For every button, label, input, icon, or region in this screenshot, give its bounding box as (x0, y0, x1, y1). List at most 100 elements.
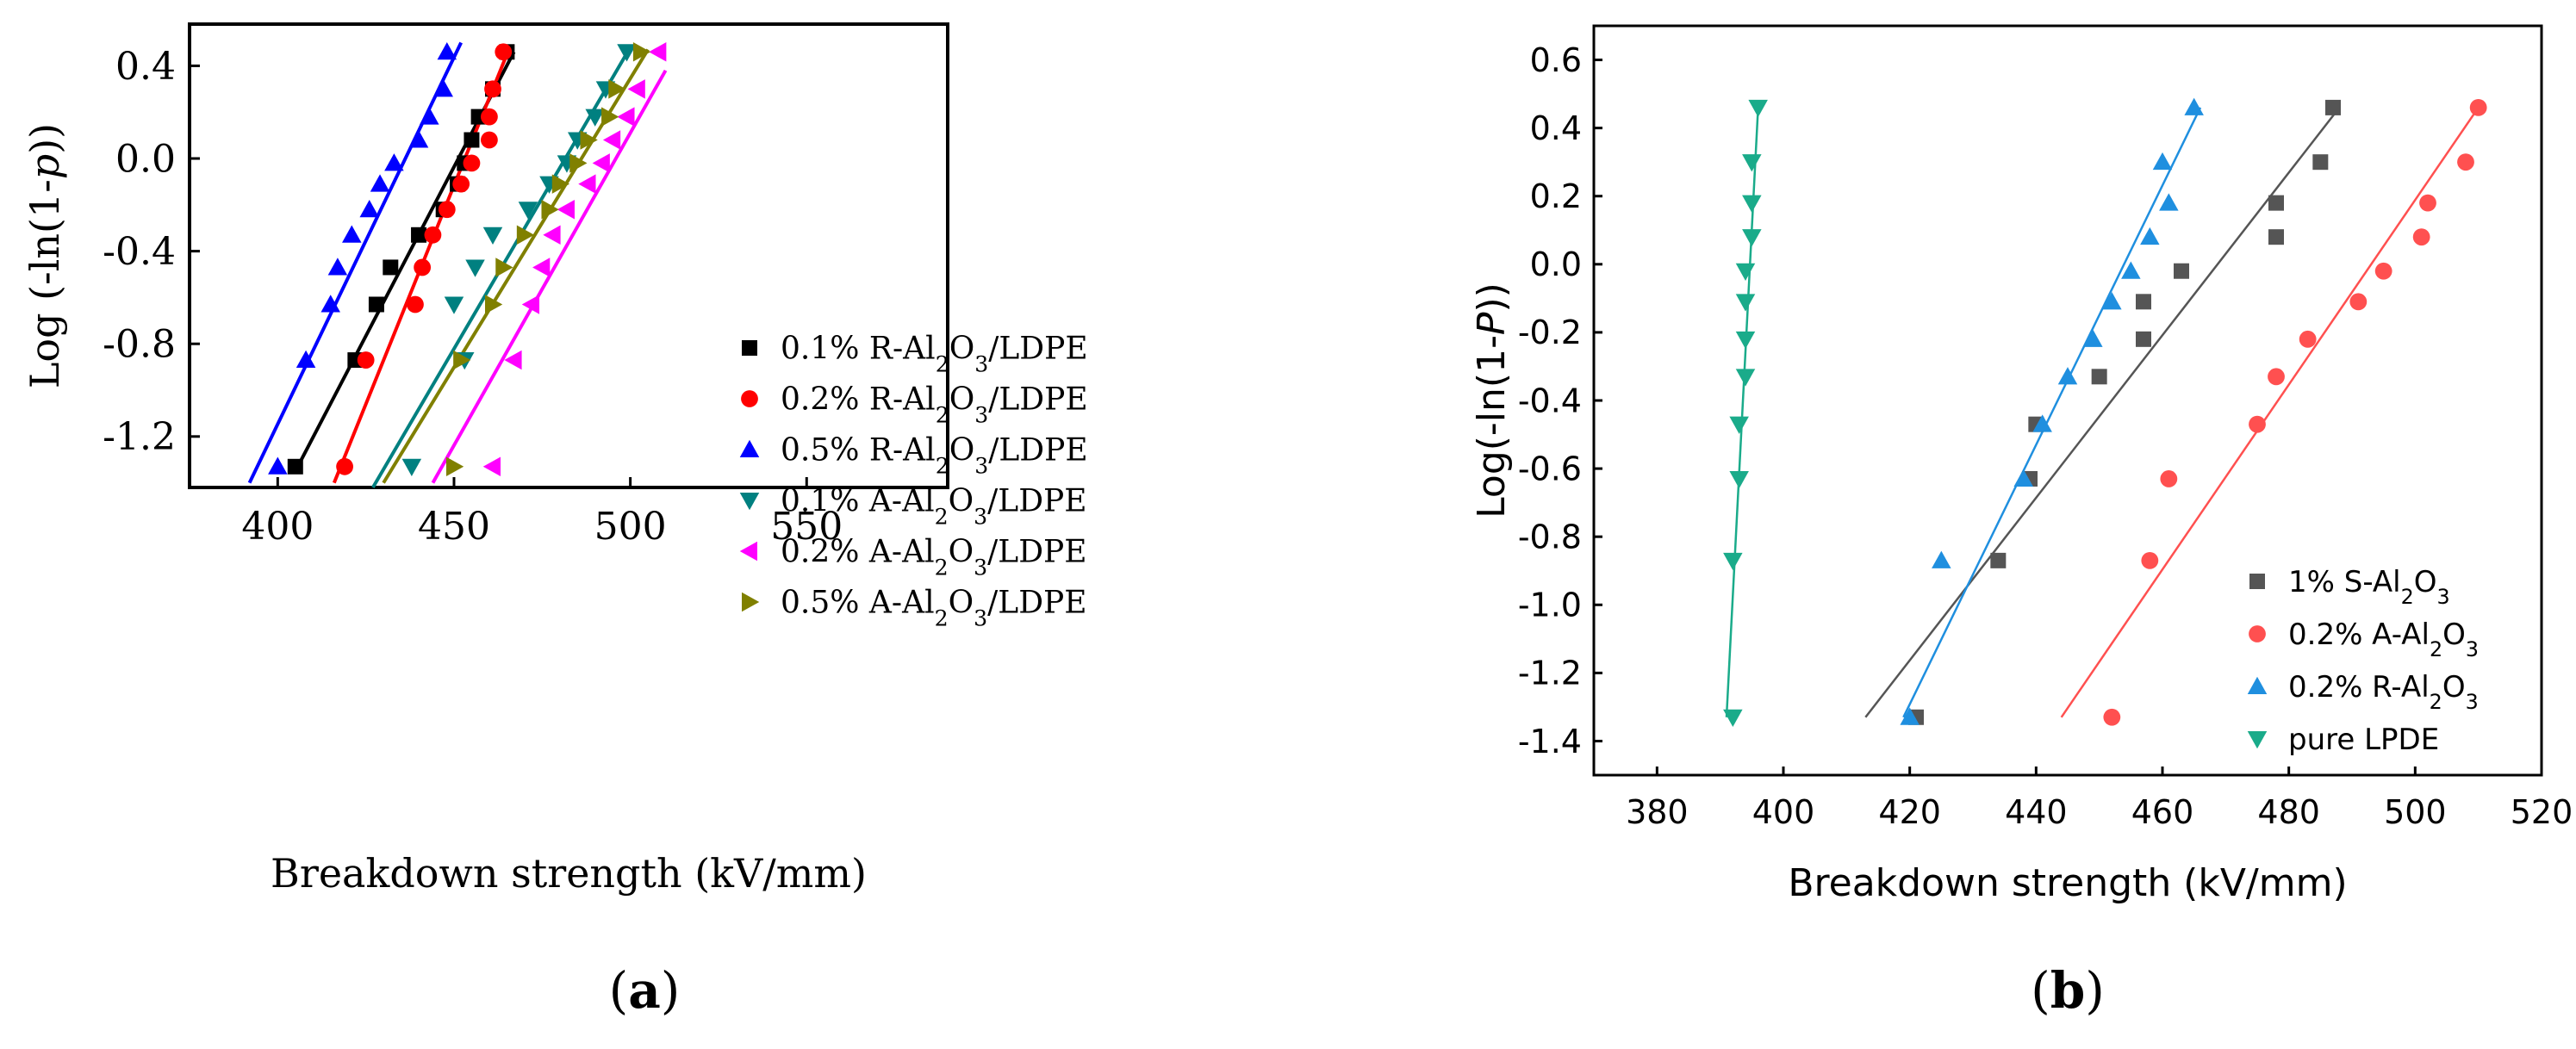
data-point (557, 199, 575, 220)
legend-label: 0.1% R-Al2O3/LDPE (781, 332, 1088, 377)
data-point (1723, 709, 1743, 728)
data-point (2141, 551, 2159, 569)
legend-marker (2247, 676, 2268, 694)
data-point (2103, 708, 2121, 726)
data-point (541, 199, 559, 220)
data-point (433, 79, 453, 97)
panel-a: 400 450 500 550 -1.2 -0.8 -0.4 0.0 0.4 0.1% R-Al… (22, 22, 1088, 1020)
y-axis-label-b: Log(-ln(1-P)) (1470, 282, 1514, 518)
data-point (2136, 331, 2151, 347)
data-point (516, 225, 535, 245)
legend-label: 0.2% R-Al2O3/LDPE (781, 382, 1088, 428)
data-point (359, 199, 379, 218)
data-point (383, 259, 399, 276)
x-tick-label: 500 (2384, 793, 2447, 831)
data-point (1729, 416, 1749, 434)
data-point (2083, 329, 2103, 347)
data-point (518, 202, 538, 220)
data-point (485, 295, 503, 314)
data-point (268, 456, 288, 475)
data-point (1723, 552, 1743, 571)
data-point (2268, 195, 2284, 211)
x-tick-label: 460 (2131, 793, 2194, 831)
data-point (1735, 294, 1756, 312)
data-point (287, 458, 303, 475)
data-point (2299, 330, 2317, 348)
data-point (437, 42, 457, 60)
legend-marker (2249, 574, 2265, 589)
fit-line (1902, 107, 2202, 718)
data-point (2249, 415, 2266, 433)
panel-b: 380 400 420 440 460 480 500 520 -1.4 -1.2 -1.0 -0.8… (1470, 24, 2573, 1020)
data-point (1742, 229, 1762, 247)
panel-label-a: (a) (609, 961, 681, 1020)
x-tick-label: 450 (418, 505, 490, 549)
data-point (627, 79, 645, 99)
data-point (464, 132, 480, 148)
plot-area-frame-b (1592, 24, 2543, 777)
plot-area-frame-a (188, 22, 949, 489)
data-point (1735, 263, 1756, 281)
x-tick-label: 400 (1752, 793, 1815, 831)
legend-marker (739, 439, 760, 457)
data-point (481, 131, 498, 149)
x-tick-label: 400 (241, 505, 314, 549)
y-tick-label: 0.0 (1530, 245, 1582, 283)
legend-label: 0.5% R-Al2O3/LDPE (781, 433, 1088, 479)
data-point (2160, 470, 2178, 487)
data-point (465, 259, 485, 277)
x-tick-label: 550 (770, 505, 843, 549)
data-point (368, 296, 384, 313)
legend-label: 0.5% A-Al2O3/LDPE (781, 586, 1087, 631)
data-point (608, 79, 626, 99)
legend-marker (2247, 731, 2268, 749)
data-point (580, 130, 598, 150)
data-point (445, 456, 464, 477)
data-point (2374, 262, 2392, 280)
y-tick-label: -1.4 (1518, 723, 1582, 760)
data-point (601, 107, 619, 127)
data-point (2140, 227, 2160, 245)
data-point (327, 258, 348, 276)
data-point (2419, 194, 2436, 212)
data-point (438, 201, 456, 219)
data-point (482, 227, 503, 245)
data-point (543, 225, 561, 245)
data-point (2102, 292, 2122, 310)
data-point (2152, 152, 2173, 171)
x-tick-label: 500 (594, 505, 667, 549)
data-point (2091, 369, 2107, 385)
data-point (495, 258, 513, 277)
data-point (2136, 294, 2151, 310)
legend-marker (2249, 625, 2266, 642)
data-point (551, 174, 570, 194)
data-point (2457, 153, 2474, 171)
data-point (602, 130, 621, 150)
y-tick-label: 0.4 (1530, 109, 1582, 147)
data-point (2174, 263, 2189, 279)
data-point (336, 457, 353, 475)
y-tick-label: -1.2 (1518, 655, 1582, 692)
data-point (1742, 154, 1762, 172)
data-point (2412, 228, 2430, 246)
data-point (1735, 331, 1756, 350)
data-point (495, 43, 513, 61)
data-point (484, 80, 501, 98)
y-tick-label: -0.6 (1518, 450, 1582, 487)
data-point (296, 350, 316, 369)
data-point (585, 109, 605, 127)
data-point (2325, 99, 2341, 115)
data-point (2268, 368, 2285, 386)
data-point (420, 107, 439, 125)
data-point (1735, 369, 1756, 387)
data-point (578, 174, 596, 194)
legend-label: 0.1% A-Al2O3/LDPE (781, 484, 1087, 530)
legend-marker (741, 390, 758, 407)
data-point (452, 175, 470, 193)
data-point (370, 174, 390, 192)
data-point (1932, 550, 1951, 568)
x-tick-label: 480 (2257, 793, 2320, 831)
legend-marker (742, 592, 760, 612)
data-point (414, 258, 432, 276)
data-point (2121, 261, 2141, 279)
